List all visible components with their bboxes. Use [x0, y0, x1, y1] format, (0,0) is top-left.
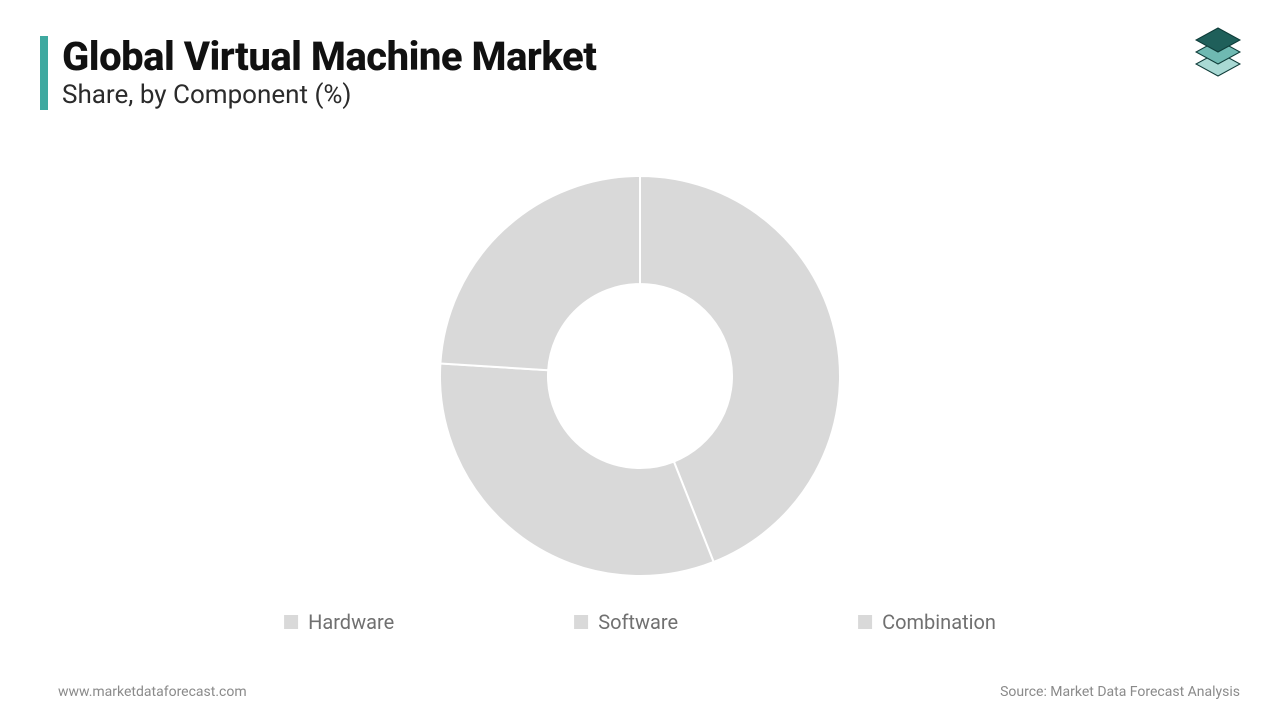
legend-swatch-icon: [858, 615, 872, 629]
title-accent-bar: [40, 36, 48, 110]
page-subtitle: Share, by Component (%): [62, 80, 596, 110]
donut-svg: [420, 156, 860, 596]
title-text: Global Virtual Machine Market Share, by …: [62, 36, 596, 110]
footer-url: www.marketdataforecast.com: [58, 684, 247, 700]
page-root: Global Virtual Machine Market Share, by …: [0, 0, 1280, 720]
legend-label: Combination: [882, 610, 996, 634]
donut-chart: [420, 156, 860, 596]
legend-swatch-icon: [284, 615, 298, 629]
legend-swatch-icon: [574, 615, 588, 629]
legend-item-hardware: Hardware: [284, 610, 394, 634]
donut-slice: [440, 363, 714, 576]
title-block: Global Virtual Machine Market Share, by …: [40, 36, 596, 110]
page-title: Global Virtual Machine Market: [62, 36, 596, 78]
legend-item-combination: Combination: [858, 610, 996, 634]
legend-label: Software: [598, 610, 678, 634]
layers-icon: [1186, 22, 1250, 86]
brand-logo: [1186, 22, 1250, 86]
footer-source: Source: Market Data Forecast Analysis: [1000, 684, 1240, 700]
donut-slice: [440, 176, 640, 370]
legend-item-software: Software: [574, 610, 678, 634]
legend-label: Hardware: [308, 610, 394, 634]
legend: Hardware Software Combination: [284, 610, 996, 634]
